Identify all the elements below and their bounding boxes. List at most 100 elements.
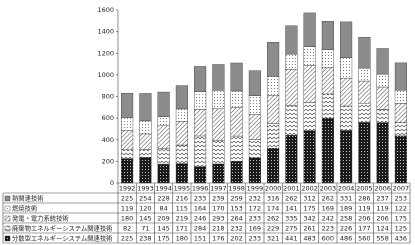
table-value: 335 — [285, 215, 297, 223]
bar-segment — [175, 163, 188, 184]
table-value: 223 — [322, 225, 334, 233]
bar-segment — [194, 166, 207, 184]
bar-segment — [230, 62, 243, 92]
y-tick-label: 400 — [102, 136, 114, 144]
bar-segment — [194, 91, 207, 110]
bar-segment — [376, 122, 389, 184]
bar-segment — [321, 93, 334, 119]
table-value: 115 — [176, 205, 188, 213]
table-value: 119 — [121, 205, 133, 213]
bar-segment — [267, 123, 280, 149]
table-value: 176 — [212, 235, 224, 243]
table-value: 151 — [194, 235, 206, 243]
table-value: 124 — [376, 225, 388, 233]
bar-segment — [303, 46, 316, 66]
bar-segment — [230, 135, 243, 162]
bar-segment — [139, 93, 152, 122]
bar-segment — [212, 163, 225, 184]
table-value: 312 — [303, 195, 315, 203]
table-value: 275 — [285, 225, 297, 233]
bar-segment — [321, 67, 334, 95]
bar-segment — [248, 157, 261, 184]
y-tick-label: 0 — [110, 179, 114, 187]
table-value: 228 — [157, 195, 169, 203]
table-value: 284 — [194, 225, 206, 233]
table-value: 342 — [303, 215, 315, 223]
table-value: 239 — [212, 195, 224, 203]
table-value: 119 — [376, 205, 388, 213]
x-tick-label: 2005 — [356, 185, 373, 193]
table-value: 226 — [340, 225, 352, 233]
bar-segment — [376, 48, 389, 75]
table-value: 170 — [212, 205, 224, 213]
table-value: 233 — [194, 195, 206, 203]
bar-segment — [340, 130, 353, 184]
x-tick-label: 1996 — [192, 185, 209, 193]
table-value: 246 — [194, 215, 206, 223]
bar-segment — [157, 91, 170, 117]
bar-segment — [175, 121, 188, 146]
bar-segment — [175, 144, 188, 164]
table-value: 206 — [358, 215, 370, 223]
bar-segment — [394, 103, 407, 123]
table-value: 232 — [230, 225, 242, 233]
bar-segment — [376, 73, 389, 88]
table-value: 293 — [212, 215, 224, 223]
legend-label: 廃棄物エネルギーシステム関連技術 — [12, 224, 113, 233]
y-tick-label: 1400 — [97, 28, 114, 36]
table-value: 177 — [358, 225, 370, 233]
table-value: 169 — [322, 205, 334, 213]
table-value: 71 — [141, 225, 149, 233]
x-tick-label: 1993 — [137, 185, 154, 193]
table-value: 122 — [395, 205, 407, 213]
table-value: 258 — [340, 215, 352, 223]
table-value: 82 — [123, 225, 131, 233]
legend-key — [4, 235, 11, 242]
bar-segment — [157, 116, 170, 127]
bar-segment — [267, 42, 280, 77]
legend-label: 燃焼技術 — [12, 204, 38, 213]
y-tick-label: 1600 — [97, 6, 114, 14]
y-tick-label: 800 — [102, 93, 114, 101]
bar-segment — [394, 90, 407, 104]
bar-segment — [303, 102, 316, 131]
table-value: 175 — [395, 215, 407, 223]
x-tick-label: 1994 — [155, 185, 172, 193]
table-value: 262 — [322, 195, 334, 203]
table-value: 216 — [176, 195, 188, 203]
y-tick-label: 1000 — [97, 71, 114, 79]
table-value: 153 — [230, 205, 242, 213]
table-value: 232 — [249, 195, 261, 203]
table-value: 253 — [395, 195, 407, 203]
table-value: 174 — [267, 205, 279, 213]
table-value: 254 — [139, 195, 151, 203]
x-tick-label: 1992 — [119, 185, 136, 193]
bar-segment — [248, 95, 261, 115]
x-tick-label: 1999 — [247, 185, 264, 193]
bar-segment — [394, 135, 407, 184]
bar-segment — [358, 67, 371, 82]
bar-segment — [212, 140, 225, 165]
table-value: 238 — [139, 235, 151, 243]
bar-segment — [248, 70, 261, 96]
legend-label: 発電・電力系統技術 — [12, 214, 69, 223]
bar-segment — [230, 160, 243, 184]
table-value: 233 — [249, 215, 261, 223]
bar-segment — [139, 120, 152, 135]
table-value: 242 — [322, 215, 334, 223]
table-value: 331 — [340, 195, 352, 203]
table-value: 262 — [285, 195, 297, 203]
table-value: 486 — [340, 235, 352, 243]
bar-segment — [267, 95, 280, 124]
bar-segment — [139, 149, 152, 158]
bar-segment — [267, 148, 280, 184]
bar-segment — [285, 105, 298, 136]
table-value: 164 — [194, 205, 206, 213]
table-value: 259 — [230, 195, 242, 203]
legend-key — [4, 225, 11, 232]
table-value: 172 — [249, 205, 261, 213]
x-tick-label: 2007 — [393, 185, 410, 193]
table-value: 206 — [376, 215, 388, 223]
bar-segment — [321, 21, 334, 50]
